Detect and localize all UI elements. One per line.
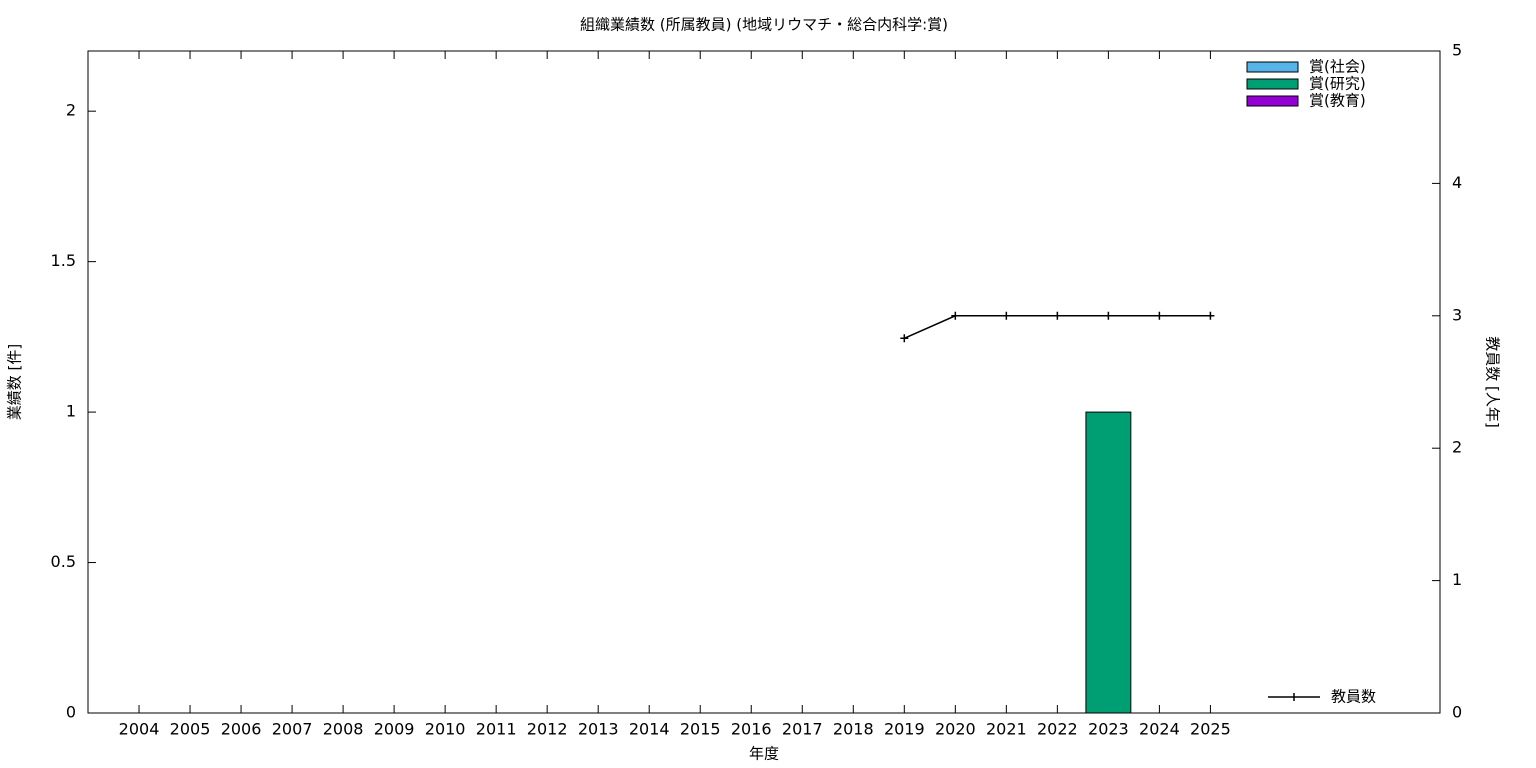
legend-label: 賞(研究) — [1309, 75, 1366, 93]
y-tick-label: 1 — [66, 402, 76, 421]
x-axis-label: 年度 — [749, 745, 779, 763]
x-tick-label: 2013 — [578, 720, 619, 739]
plot-border — [87, 50, 1441, 714]
point — [1002, 311, 1011, 320]
legend-swatch — [1246, 78, 1299, 90]
x-tick-label: 2019 — [884, 720, 925, 739]
point — [1155, 311, 1164, 320]
x-tick-label: 2024 — [1139, 720, 1180, 739]
y2-tick-label: 0 — [1452, 703, 1462, 722]
x-tick-label: 2014 — [629, 720, 670, 739]
legend-swatch — [1246, 61, 1299, 73]
y2-tick-label: 2 — [1452, 438, 1462, 457]
x-tick-label: 2005 — [170, 720, 211, 739]
legend-label: 教員数 — [1331, 688, 1376, 706]
y2-tick-label: 5 — [1452, 41, 1462, 60]
x-tick-label: 2025 — [1190, 720, 1231, 739]
legend-line — [1268, 693, 1320, 701]
x-tick-label: 2008 — [323, 720, 364, 739]
x-tick-label: 2016 — [731, 720, 772, 739]
y2-axis-label: 教員数 [人年] — [1484, 336, 1502, 427]
legend-label: 賞(教育) — [1309, 92, 1366, 110]
x-tick-label: 2015 — [680, 720, 721, 739]
legend-swatch — [1246, 95, 1299, 107]
x-tick-label: 2009 — [374, 720, 415, 739]
x-tick-label: 2022 — [1037, 720, 1078, 739]
x-tick-label: 2011 — [476, 720, 517, 739]
y-tick-label: 2 — [66, 101, 76, 120]
x-tick-label: 2007 — [272, 720, 313, 739]
point — [900, 334, 909, 343]
legend-label: 賞(社会) — [1309, 58, 1366, 76]
y-tick-label: 0 — [66, 703, 76, 722]
x-tick-label: 2004 — [119, 720, 160, 739]
y2-tick-label: 1 — [1452, 570, 1462, 589]
y2-tick-label: 3 — [1452, 305, 1462, 324]
y-tick-label: 0.5 — [51, 552, 76, 571]
x-tick-label: 2010 — [425, 720, 466, 739]
point — [1104, 311, 1113, 320]
x-tick-label: 2020 — [935, 720, 976, 739]
x-tick-label: 2006 — [221, 720, 262, 739]
x-tick-label: 2017 — [782, 720, 823, 739]
x-tick-label: 2021 — [986, 720, 1027, 739]
bar — [1085, 411, 1132, 714]
point — [1053, 311, 1062, 320]
point — [1206, 311, 1215, 320]
x-tick-label: 2018 — [833, 720, 874, 739]
chart-title: 組織業績数 (所属教員) (地域リウマチ・総合内科学:賞) — [580, 16, 948, 34]
y2-tick-label: 4 — [1452, 173, 1462, 192]
y-axis-label: 業績数 [件] — [6, 344, 24, 420]
y-tick-label: 1.5 — [51, 251, 76, 270]
point — [951, 311, 960, 320]
x-tick-label: 2023 — [1088, 720, 1129, 739]
x-tick-label: 2012 — [527, 720, 568, 739]
